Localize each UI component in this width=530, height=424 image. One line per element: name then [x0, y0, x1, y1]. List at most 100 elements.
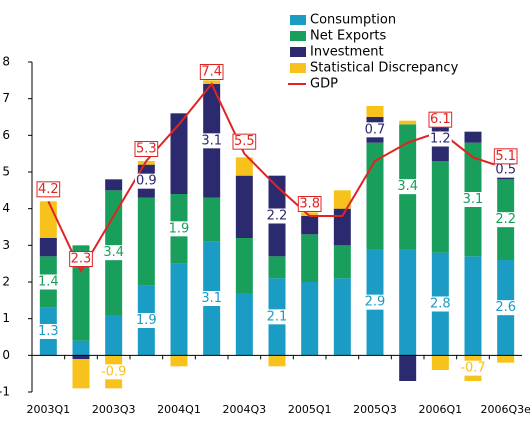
x-tick-label: 2004Q3 [223, 403, 267, 416]
bar-segment [72, 340, 90, 356]
bar-segment [235, 175, 253, 238]
data-label: 2.2 [267, 209, 288, 224]
data-label: 1.9 [169, 221, 190, 236]
data-label: 3.1 [463, 192, 484, 207]
label-box [428, 111, 453, 128]
bar-segment [72, 355, 90, 359]
data-label: 3.4 [397, 179, 418, 194]
legend-swatch [290, 31, 306, 41]
legend-label: Consumption [310, 13, 396, 28]
label-bg [396, 179, 420, 195]
data-label: 5.3 [136, 142, 157, 157]
data-label: 3.1 [201, 291, 222, 306]
label-box [69, 251, 93, 267]
legend-swatch [290, 63, 306, 73]
y-tick-label: 1 [2, 311, 10, 325]
bar-segment [235, 157, 253, 176]
data-label: 2.9 [365, 295, 386, 310]
label-bg [494, 162, 518, 178]
bar-segment [497, 355, 515, 363]
data-label: 0.7 [365, 122, 386, 137]
label-bg [265, 208, 289, 224]
bar-segment [170, 263, 188, 356]
bar-segment [39, 238, 57, 257]
label-box [199, 64, 224, 80]
label-bg [167, 221, 191, 237]
y-tick-label: 0 [2, 348, 10, 362]
bar-segment [301, 212, 319, 216]
data-label: 0.9 [136, 174, 157, 189]
data-label: 1.2 [430, 132, 451, 147]
x-tick-label: 2003Q1 [27, 403, 71, 416]
label-bg [99, 364, 128, 380]
label-bg [36, 274, 60, 290]
label-bg [428, 296, 452, 312]
legend-label: Net Exports [310, 29, 387, 44]
data-label: 2.1 [267, 309, 288, 324]
data-label: 2.2 [495, 212, 516, 227]
bar-segment [399, 355, 417, 381]
data-label: 3.4 [103, 245, 124, 260]
label-bg [36, 324, 60, 339]
label-bg [134, 173, 158, 189]
label-bg [461, 192, 485, 207]
bar-segment [431, 355, 449, 370]
data-label: 4.2 [38, 182, 59, 197]
x-tick-label: 2003Q3 [92, 403, 136, 416]
bar-segment [268, 355, 286, 367]
label-bg [363, 122, 387, 138]
bar-segment [464, 131, 482, 143]
bar-segment [301, 216, 319, 235]
bar-segment [72, 245, 90, 341]
data-label: 2.8 [430, 297, 451, 312]
bar-segment [333, 190, 351, 209]
data-label: 6.1 [430, 112, 451, 127]
data-label: 3.1 [201, 133, 222, 148]
data-label: 7.4 [201, 65, 222, 80]
bar-segment [203, 197, 221, 242]
label-box [297, 196, 322, 212]
data-label: 0.5 [495, 163, 516, 178]
data-label: 1.9 [136, 313, 157, 328]
data-label: 5.1 [495, 149, 516, 164]
bar-segment [170, 355, 188, 367]
data-label: 2.3 [71, 252, 92, 267]
label-bg [459, 360, 487, 376]
bar-segment [333, 208, 351, 246]
x-tick-label: 2004Q1 [157, 403, 201, 416]
bar-segment [333, 278, 351, 356]
y-tick-label: 3 [2, 238, 10, 252]
y-tick-label: -1 [0, 385, 10, 399]
bar-segment [333, 245, 351, 279]
legend-label: Statistical Discrepancy [310, 61, 459, 76]
bar-segment [203, 80, 221, 84]
bar-segment [105, 179, 123, 191]
data-label: 3.8 [299, 197, 320, 212]
data-label: -0.9 [101, 364, 126, 379]
label-bg [200, 291, 224, 306]
bar-segment [431, 161, 449, 253]
label-bg [363, 294, 387, 310]
data-label: 1.4 [38, 275, 59, 290]
bar-segment [105, 315, 123, 356]
data-label: 5.5 [234, 134, 255, 149]
label-box [232, 133, 257, 150]
label-bg [265, 309, 289, 325]
label-box [134, 141, 159, 157]
bar-segment [137, 197, 155, 286]
bar-segment [235, 238, 253, 293]
bar-segment [399, 249, 417, 356]
y-tick-label: 5 [2, 165, 10, 179]
bar-segment [399, 120, 417, 125]
data-label: 2.6 [495, 300, 516, 315]
label-bg [200, 133, 224, 149]
bar-segment [235, 293, 253, 356]
label-box [36, 181, 61, 198]
x-tick-label: 2006Q3e [480, 403, 530, 416]
y-tick-label: 2 [2, 275, 10, 289]
label-bg [428, 131, 452, 147]
label-bg [494, 300, 518, 316]
bar-segment [39, 201, 57, 238]
bar-segment [366, 106, 384, 117]
